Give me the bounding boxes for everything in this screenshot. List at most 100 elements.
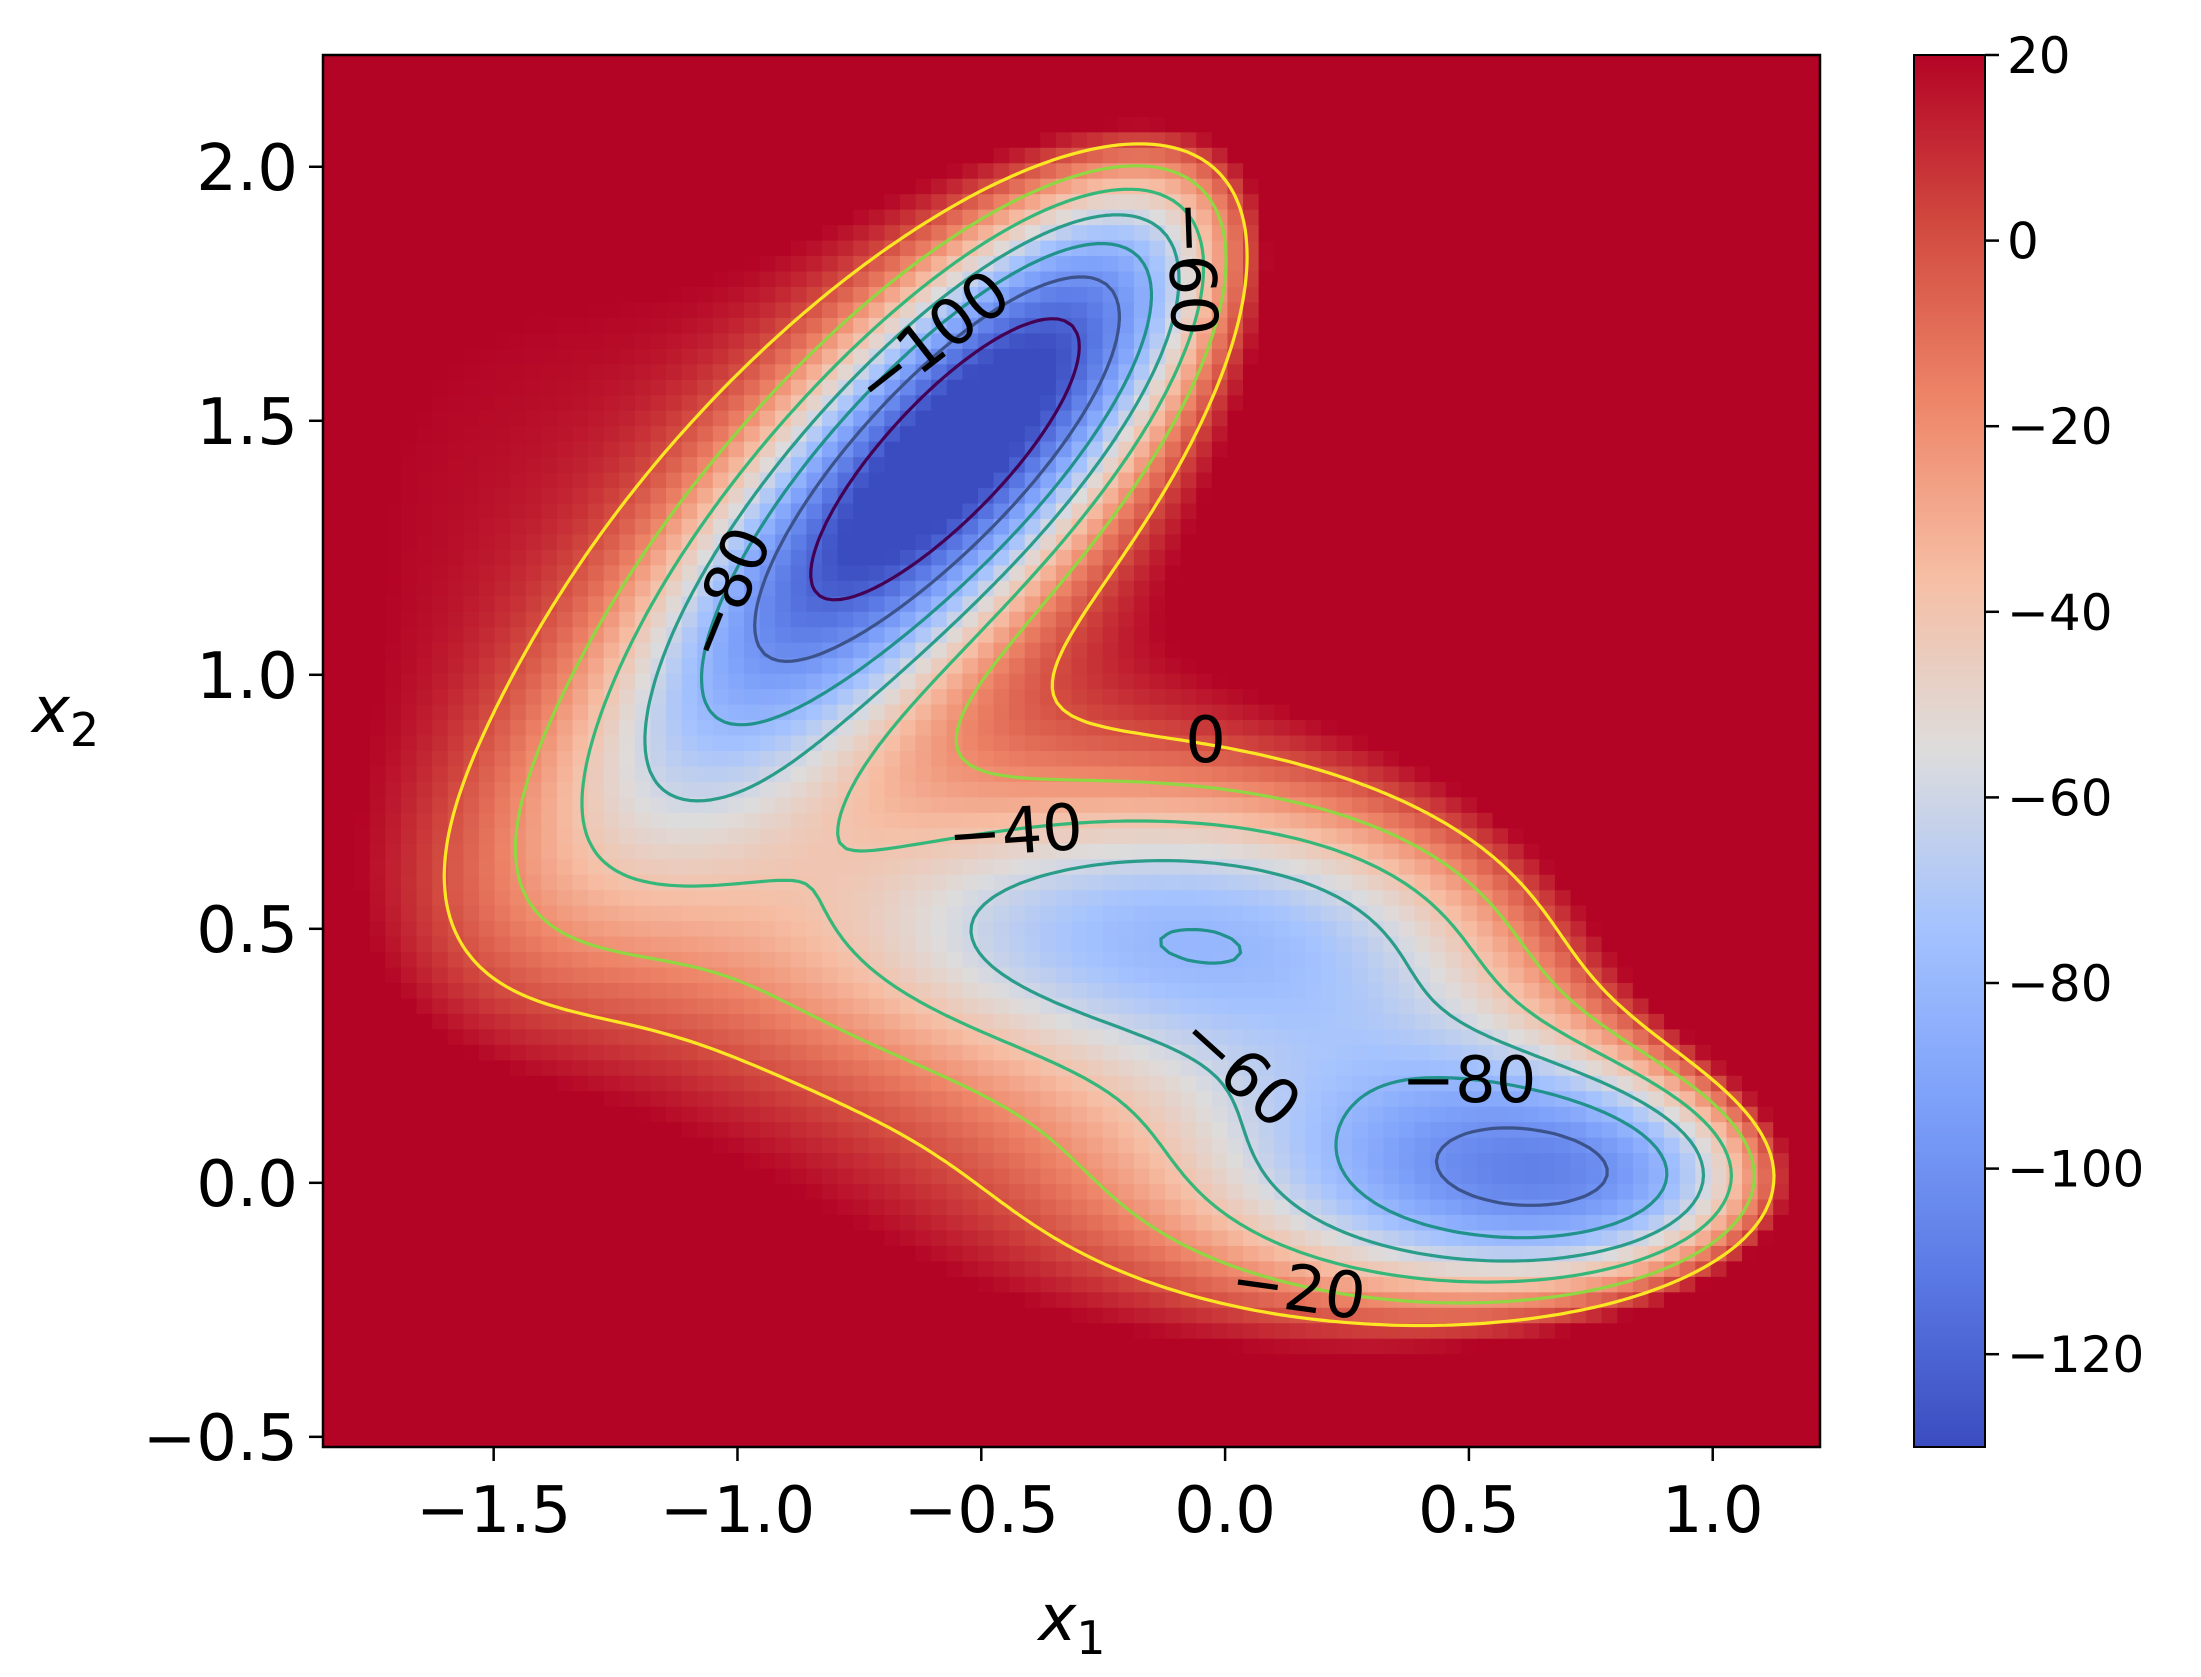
heatmap-cell [1274, 395, 1291, 412]
heatmap-cell [478, 178, 496, 195]
heatmap-cell [1695, 85, 1712, 102]
heatmap-cell [915, 178, 932, 195]
heatmap-cell [416, 147, 433, 164]
heatmap-cell [1102, 658, 1119, 675]
heatmap-cell [681, 673, 698, 690]
heatmap-cell [1180, 658, 1197, 675]
heatmap-cell [1305, 627, 1322, 644]
heatmap-cell [556, 843, 574, 860]
heatmap-cell [681, 116, 698, 133]
heatmap-cell [494, 720, 511, 737]
heatmap-cell [712, 751, 730, 768]
heatmap-cell [1788, 580, 1805, 597]
heatmap-cell [1289, 472, 1306, 489]
heatmap-cell [790, 720, 807, 737]
heatmap-cell [1476, 689, 1494, 706]
heatmap-cell [650, 85, 667, 102]
heatmap-cell [1398, 240, 1416, 257]
heatmap-cell [1586, 395, 1603, 412]
heatmap-cell [1227, 441, 1244, 458]
heatmap-cell [478, 426, 496, 443]
heatmap-cell [977, 565, 995, 582]
heatmap-cell [338, 534, 355, 551]
heatmap-cell [1788, 457, 1805, 474]
heatmap-cell [853, 720, 870, 737]
heatmap-cell [712, 426, 730, 443]
heatmap-cell [1398, 534, 1416, 551]
heatmap-cell [822, 812, 839, 829]
heatmap-cell [1648, 673, 1665, 690]
heatmap-cell [1430, 271, 1447, 288]
heatmap-cell [1149, 642, 1166, 659]
heatmap-cell [556, 256, 574, 273]
heatmap-cell [697, 781, 714, 798]
heatmap-cell [1617, 240, 1634, 257]
heatmap-cell [1617, 333, 1634, 350]
heatmap-cell [1742, 503, 1759, 520]
heatmap-cell [494, 101, 511, 118]
heatmap-cell [1773, 488, 1790, 505]
heatmap-cell [1492, 194, 1509, 211]
heatmap-cell [1539, 317, 1556, 334]
heatmap-cell [775, 843, 792, 860]
heatmap-cell [1617, 720, 1634, 737]
heatmap-cell [1211, 534, 1229, 551]
heatmap-cell [1664, 596, 1681, 613]
heatmap-cell [1476, 426, 1494, 443]
heatmap-cell [1492, 689, 1509, 706]
heatmap-cell [1149, 271, 1166, 288]
heatmap-cell [400, 658, 418, 675]
heatmap-cell [977, 735, 995, 752]
heatmap-cell [1617, 797, 1634, 814]
heatmap-cell [1570, 472, 1587, 489]
heatmap-cell [884, 812, 901, 829]
heatmap-cell [1617, 55, 1634, 72]
heatmap-cell [478, 225, 496, 242]
heatmap-cell [744, 256, 761, 273]
heatmap-cell [899, 441, 917, 458]
heatmap-cell [432, 720, 449, 737]
heatmap-cell [494, 812, 511, 829]
heatmap-cell [1679, 256, 1696, 273]
heatmap-cell [1617, 302, 1634, 319]
heatmap-cell [1430, 720, 1447, 737]
heatmap-cell [1601, 611, 1618, 628]
heatmap-cell [1243, 457, 1260, 474]
heatmap-cell [369, 55, 386, 72]
heatmap-cell [1695, 287, 1712, 304]
heatmap-cell [712, 828, 730, 845]
heatmap-cell [369, 735, 386, 752]
heatmap-cell [931, 147, 948, 164]
heatmap-cell [1024, 704, 1041, 721]
heatmap-cell [1726, 843, 1743, 860]
heatmap-cell [822, 843, 839, 860]
heatmap-cell [463, 534, 480, 551]
heatmap-cell [1508, 194, 1525, 211]
heatmap-cell [868, 70, 885, 87]
heatmap-cell [354, 240, 371, 257]
heatmap-cell [541, 101, 558, 118]
heatmap-cell [915, 85, 932, 102]
heatmap-cell [1788, 642, 1805, 659]
heatmap-cell [1430, 828, 1447, 845]
heatmap-cell [977, 287, 995, 304]
heatmap-cell [1336, 828, 1353, 845]
heatmap-cell [541, 333, 558, 350]
heatmap-cell [1087, 781, 1104, 798]
heatmap-cell [1087, 704, 1104, 721]
heatmap-cell [1165, 843, 1182, 860]
heatmap-cell [1617, 116, 1634, 133]
heatmap-cell [1664, 642, 1681, 659]
heatmap-cell [790, 797, 807, 814]
heatmap-cell [712, 116, 730, 133]
heatmap-cell [525, 549, 542, 566]
heatmap-cell [1149, 55, 1166, 72]
heatmap-cell [962, 55, 979, 72]
heatmap-cell [478, 565, 496, 582]
heatmap-cell [822, 766, 839, 783]
heatmap-cell [541, 379, 558, 396]
heatmap-cell [1243, 147, 1260, 164]
heatmap-cell [1118, 116, 1135, 133]
heatmap-cell [400, 178, 418, 195]
heatmap-cell [1055, 580, 1073, 597]
